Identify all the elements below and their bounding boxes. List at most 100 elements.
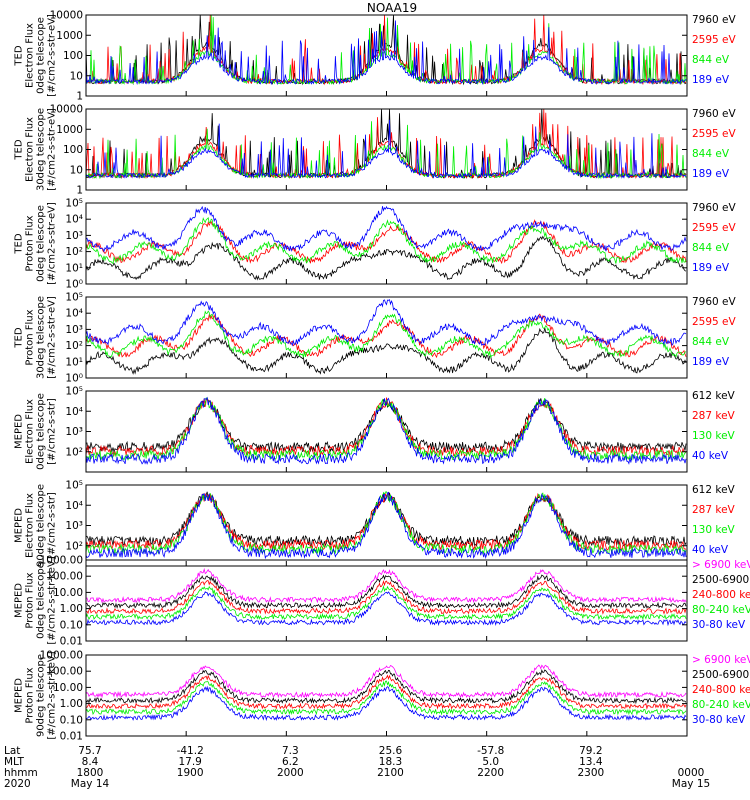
panel-5-traces [85, 396, 687, 465]
panel-7-legend: > 6900 keV 2500-6900 240-800 ke 80-240 keV 3… [692, 559, 750, 631]
x-tick-lat: 79.2 [579, 745, 602, 757]
ylabel-line: Proton Flux [25, 572, 36, 628]
ylabel-line: Proton Flux [25, 667, 36, 723]
ylabel-line: Proton Flux [25, 309, 36, 365]
panel-3-series-3 [85, 217, 687, 265]
panel-7-series-3 [86, 580, 687, 615]
ylabel-line: Electron Flux [25, 399, 36, 464]
panel-8: 1000.00100.0010.001.000.100.01MEPEDProto… [14, 650, 750, 743]
panel-1-series-2 [85, 14, 687, 86]
legend-entry: > 6900 keV [692, 654, 750, 666]
y-tick-label: 0.10 [60, 619, 83, 631]
y-tick-label: 100.00 [46, 571, 83, 583]
ylabel-line: Proton Flux [25, 215, 36, 271]
legend-entry: 287 keV [692, 410, 736, 422]
panel-3-legend: 7960 eV 2595 eV 844 eV 189 eV [692, 202, 737, 274]
x-tick-lat: -57.8 [477, 745, 504, 757]
x-tick-mlt: 6.2 [282, 756, 299, 768]
legend-entry: 40 keV [692, 450, 729, 462]
ylabel-line: [#/cm2-s-str-keV] [47, 651, 58, 739]
legend-entry: 30-80 keV [692, 714, 746, 726]
y-tick-label: 10¹ [65, 356, 83, 368]
panel-8-legend: > 6900 keV 2500-6900 240-800 keV 80-240 keV… [692, 654, 750, 726]
y-tick-label: 1000.00 [40, 650, 83, 662]
y-tick-label: 10⁰ [65, 279, 83, 291]
x-tick-lat: 7.3 [282, 745, 299, 757]
y-tick-label: 1000 [56, 124, 83, 136]
x-tick-lat: 75.7 [78, 745, 101, 757]
y-tick-label: 10⁴ [65, 308, 83, 320]
panel-2-series-2 [85, 108, 687, 180]
panel-6-series-2 [85, 491, 687, 552]
y-tick-label: 1 [76, 185, 83, 197]
legend-entry: 2595 eV [692, 128, 737, 140]
x-tick-hhmm: 2000 [277, 767, 304, 779]
legend-entry: 30-80 keV [692, 619, 746, 631]
ylabel-line: Electron Flux [25, 23, 36, 88]
panel-1-legend: 7960 eV 2595 eV 844 eV 189 eV [692, 14, 737, 86]
y-tick-label: 10⁰ [65, 373, 83, 385]
panel-4: 10⁵ 10⁴ 10³ 10² 10¹ 10⁰ TEDProton Flux30deg te… [14, 292, 737, 385]
panel-7-series-2 [85, 574, 687, 610]
legend-entry: 240-800 keV [692, 684, 750, 696]
x-tick-mlt: 13.4 [579, 756, 603, 768]
y-tick-label: 10² [65, 340, 83, 352]
legend-entry: 612 keV [692, 390, 736, 402]
panel-4-series-4 [85, 299, 687, 347]
y-tick-label: 10² [65, 446, 83, 458]
legend-entry: 80-240 keV [692, 604, 750, 616]
panel-3-ylabel: TEDProton Flux0deg telescope[#/cm2-s-str… [14, 202, 58, 285]
ylabel-line: 30deg telescope [36, 296, 47, 379]
panel-2-traces [85, 108, 687, 180]
legend-entry: 612 keV [692, 484, 736, 496]
y-tick-label: 10³ [65, 230, 83, 242]
panel-5-ylabel: MEPEDElectron Flux0deg telescope[#/cm2-s… [14, 393, 58, 470]
legend-entry: 2595 eV [692, 316, 737, 328]
legend-entry: 844 eV [692, 148, 730, 160]
y-tick-label: 1.00 [60, 603, 83, 615]
panel-2: 10000 1000 100 10 1 TEDElectron Flux30deg tel… [14, 104, 737, 197]
panel-6: 10⁵ 10⁴ 10³ 10² MEPEDElectron Flux90deg tele… [14, 480, 736, 568]
ylabel-line: Electron Flux [25, 117, 36, 182]
y-tick-label: 10³ [65, 324, 83, 336]
panel-8-series-5 [85, 685, 687, 722]
panel-3-series-4 [85, 205, 687, 253]
legend-entry: 7960 eV [692, 202, 737, 214]
legend-entry: 2595 eV [692, 222, 737, 234]
y-tick-label: 1000.00 [40, 555, 83, 567]
y-tick-label: 10⁵ [65, 386, 83, 398]
x-tick-date: May 15 [672, 778, 710, 790]
legend-entry: 189 eV [692, 356, 730, 368]
panel-5-series-3 [85, 397, 687, 462]
legend-entry: 844 eV [692, 54, 730, 66]
panel-5-series-2 [85, 397, 687, 458]
ylabel-line: MEPED [14, 508, 25, 543]
y-tick-label: 10⁵ [65, 292, 83, 304]
y-tick-label: 1000 [56, 30, 83, 42]
y-tick-label: 100 [63, 144, 83, 156]
x-tick-date: May 14 [71, 778, 110, 790]
x-row-label: hhmm [4, 767, 38, 779]
legend-entry: 2595 eV [692, 34, 737, 46]
panel-3-series-2 [85, 219, 687, 265]
legend-entry: > 6900 keV [692, 559, 750, 571]
y-tick-label: 1.00 [60, 698, 83, 710]
panel-7-series-4 [85, 584, 687, 621]
ylabel-line: MEPED [14, 583, 25, 618]
panel-5-series-4 [85, 396, 687, 465]
x-tick-hhmm: 2100 [377, 767, 404, 779]
panel-2-legend: 7960 eV 2595 eV 844 eV 189 eV [692, 108, 737, 180]
y-tick-label: 10.00 [53, 682, 83, 694]
ylabel-line: [#/cm2-s-str-eV] [47, 108, 58, 191]
panel-6-ylabel: MEPEDElectron Flux90deg telescope[#/cm2-… [14, 484, 58, 567]
y-tick-label: 0.10 [60, 714, 83, 726]
y-tick-label: 10¹ [65, 262, 83, 274]
y-tick-label: 10⁴ [65, 406, 83, 418]
ylabel-line: [#/cm2-s-str-keV] [47, 556, 58, 644]
y-tick-label: 10 [70, 70, 83, 82]
x-tick-mlt: 17.9 [178, 756, 201, 768]
x-tick-hhmm: 1800 [77, 767, 104, 779]
panel-5: 10⁵ 10⁴ 10³ 10² MEPEDElectron Flux0deg teles… [14, 386, 736, 473]
panel-4-series-2 [85, 313, 687, 359]
